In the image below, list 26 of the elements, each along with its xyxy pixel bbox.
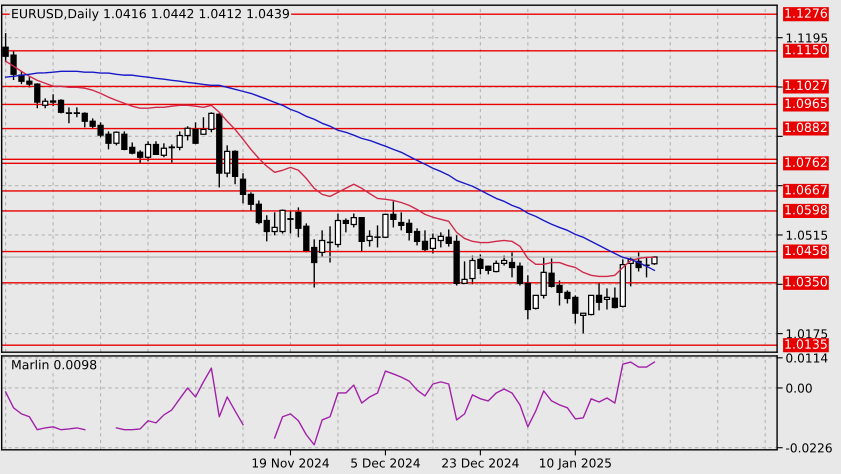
- ref-line-label: 1.0458: [785, 246, 827, 256]
- x-tick-label: 19 Nov 2024: [252, 458, 329, 468]
- ref-line-label: 1.0667: [785, 185, 827, 195]
- chart-title: EURUSD,Daily 1.0416 1.0442 1.0412 1.0439: [12, 8, 289, 21]
- y-tick-label: 0.0114: [786, 353, 828, 363]
- y-tick-label: 1.0515: [786, 230, 828, 240]
- ref-line-label: 1.0598: [785, 205, 827, 215]
- candlestick: [240, 172, 246, 204]
- ref-line-label: 1.0762: [785, 157, 827, 167]
- ref-line-label: 1.0135: [785, 339, 827, 349]
- y-tick-label: -0.0226: [786, 443, 832, 453]
- ref-line-label: 1.1150: [785, 44, 827, 54]
- y-tick-label: 1.1195: [786, 33, 828, 43]
- y-tick-label: 0.00: [786, 384, 812, 393]
- ref-line-label: 1.1027: [785, 80, 827, 90]
- ref-line-label: 1.0965: [785, 98, 827, 108]
- ref-line-label: 1.0350: [785, 277, 827, 286]
- candlestick: [105, 130, 112, 150]
- x-tick-label: 10 Jan 2025: [540, 458, 611, 470]
- ref-line-label: 1.0882: [785, 122, 827, 132]
- ref-line-label: 1.1276: [785, 8, 828, 18]
- x-tick-label: 5 Dec 2024: [351, 458, 420, 468]
- y-tick-label: 1.0175: [786, 329, 828, 338]
- chart-title: Marlin 0.0098: [12, 360, 96, 370]
- x-tick-label: 23 Dec 2024: [442, 458, 519, 468]
- candlestick: [556, 280, 563, 306]
